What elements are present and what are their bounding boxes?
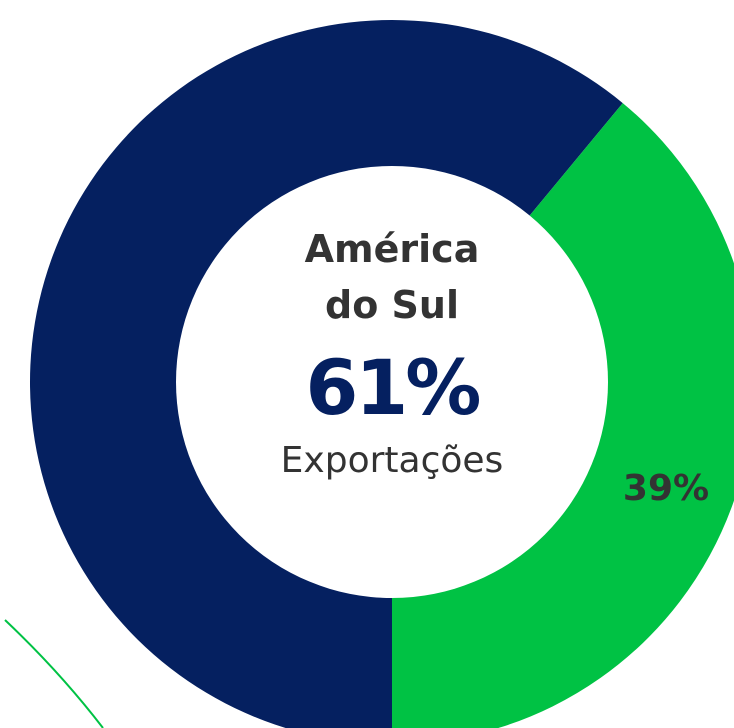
center-value: 61% [306, 343, 480, 432]
slice-label-other: 39% [623, 468, 709, 509]
donut-hole [176, 166, 608, 598]
center-title-line2: do Sul [325, 283, 459, 327]
center-title-line1: América [305, 227, 480, 271]
center-caption: Exportações [281, 440, 504, 481]
decorative-accent-curve [4, 619, 104, 728]
